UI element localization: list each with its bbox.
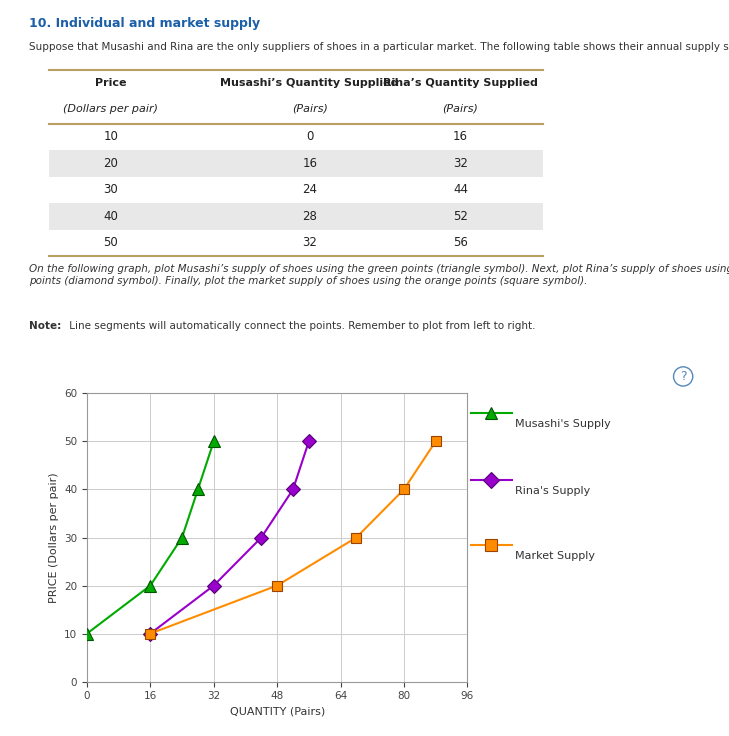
Text: ?: ?	[680, 370, 687, 383]
Text: Rina’s Quantity Supplied: Rina’s Quantity Supplied	[383, 78, 538, 88]
FancyBboxPatch shape	[50, 177, 542, 203]
Text: 32: 32	[453, 157, 468, 170]
FancyBboxPatch shape	[50, 150, 542, 177]
FancyBboxPatch shape	[50, 203, 542, 230]
Text: 28: 28	[303, 210, 317, 223]
Text: (Dollars per pair): (Dollars per pair)	[63, 104, 158, 114]
Text: 20: 20	[104, 157, 118, 170]
Text: (Pairs): (Pairs)	[292, 104, 327, 114]
Text: 24: 24	[303, 183, 317, 197]
Text: 56: 56	[453, 236, 468, 250]
Text: Price: Price	[95, 78, 127, 88]
Text: On the following graph, plot Musashi’s supply of shoes using the green points (t: On the following graph, plot Musashi’s s…	[28, 264, 729, 286]
Text: 0: 0	[306, 130, 313, 144]
Text: Line segments will automatically connect the points. Remember to plot from left : Line segments will automatically connect…	[66, 322, 536, 331]
Text: Musashi's Supply: Musashi's Supply	[515, 419, 611, 429]
Text: 40: 40	[104, 210, 118, 223]
Text: 10. Individual and market supply: 10. Individual and market supply	[28, 17, 260, 30]
FancyBboxPatch shape	[50, 230, 542, 256]
Text: Rina's Supply: Rina's Supply	[515, 486, 590, 496]
Text: 30: 30	[104, 183, 118, 197]
Text: Suppose that Musashi and Rina are the only suppliers of shoes in a particular ma: Suppose that Musashi and Rina are the on…	[28, 42, 729, 52]
Text: 44: 44	[453, 183, 468, 197]
Text: 16: 16	[453, 130, 468, 144]
Y-axis label: PRICE (Dollars per pair): PRICE (Dollars per pair)	[49, 473, 58, 603]
X-axis label: QUANTITY (Pairs): QUANTITY (Pairs)	[230, 707, 324, 717]
Text: 10: 10	[104, 130, 118, 144]
Text: 52: 52	[453, 210, 468, 223]
Text: 16: 16	[303, 157, 317, 170]
Text: (Pairs): (Pairs)	[443, 104, 478, 114]
FancyBboxPatch shape	[50, 124, 542, 150]
Text: Market Supply: Market Supply	[515, 551, 596, 561]
Text: 50: 50	[104, 236, 118, 250]
Text: Musashi’s Quantity Supplied: Musashi’s Quantity Supplied	[220, 78, 399, 88]
Text: Note:: Note:	[28, 322, 61, 331]
Text: 32: 32	[303, 236, 317, 250]
